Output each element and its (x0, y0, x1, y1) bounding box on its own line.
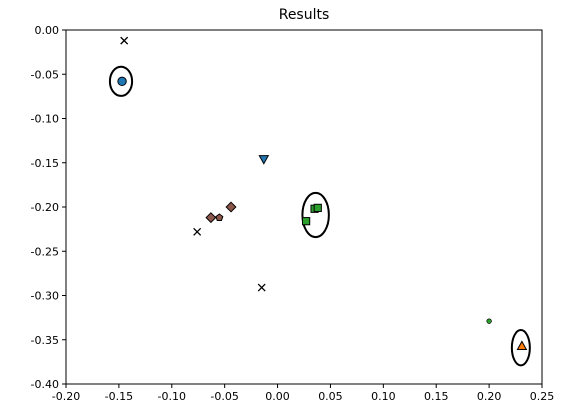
x-tick-label: 0.20 (477, 390, 502, 403)
data-point-pentagon (215, 213, 224, 222)
highlight-circle (510, 329, 531, 367)
x-tick-label: 0.05 (318, 390, 343, 403)
highlight-circles (108, 65, 531, 367)
x-axis: -0.20 -0.15 -0.10 -0.05 0.00 0.05 0.10 0.15 0.20… (52, 384, 554, 403)
y-tick-label: -0.40 (31, 378, 59, 391)
x-tick-label: -0.15 (105, 390, 133, 403)
data-point-circle (117, 76, 127, 87)
y-tick-label: -0.30 (31, 290, 59, 303)
y-tick-label: -0.35 (31, 334, 59, 347)
x-tick-label: 0.00 (265, 390, 290, 403)
x-tick-label: -0.20 (52, 390, 80, 403)
data-point-small-dot (486, 318, 492, 324)
y-tick-label: -0.10 (31, 113, 59, 126)
data-point-x (193, 227, 202, 236)
y-axis: 0.00 -0.05 -0.10 -0.15 -0.20 -0.25 -0.30 -0.35 -… (31, 24, 66, 391)
x-tick-label: 0.15 (424, 390, 449, 403)
y-tick-label: 0.00 (35, 24, 60, 37)
data-point-x (257, 283, 266, 292)
data-point-diamond (205, 212, 217, 224)
x-tick-label: 0.10 (371, 390, 396, 403)
data-point-square (302, 217, 311, 226)
x-tick-label: -0.10 (158, 390, 186, 403)
data-points (117, 36, 528, 351)
y-tick-label: -0.15 (31, 157, 59, 170)
data-point-triangle-up (516, 340, 528, 351)
data-point-diamond (225, 201, 237, 213)
y-tick-label: -0.20 (31, 201, 59, 214)
data-point-square (313, 203, 322, 212)
chart-title: Results (279, 7, 330, 23)
x-tick-label: 0.25 (530, 390, 555, 403)
data-point-triangle-down (258, 155, 270, 165)
y-tick-label: -0.05 (31, 68, 59, 81)
highlight-circle (108, 65, 134, 97)
x-tick-label: -0.05 (210, 390, 238, 403)
data-point-x (120, 36, 129, 45)
highlight-circle (301, 191, 330, 239)
y-tick-label: -0.25 (31, 245, 59, 258)
